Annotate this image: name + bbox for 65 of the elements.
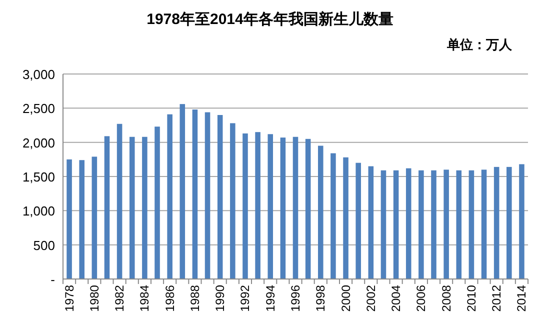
bar (204, 112, 210, 279)
x-tick-label: 1994 (263, 284, 278, 312)
bar (330, 153, 336, 279)
bar (468, 170, 474, 279)
x-tick-label: 1990 (213, 284, 228, 312)
bar (242, 133, 248, 279)
bar (192, 110, 198, 279)
bar (116, 124, 122, 279)
bar (431, 170, 436, 279)
x-tick-label: 1984 (138, 284, 152, 312)
bar (368, 166, 374, 279)
bar (292, 136, 298, 279)
bar (519, 164, 524, 279)
bar (444, 170, 449, 279)
y-tick-label: 1,500 (22, 170, 55, 184)
x-tick-label: 1992 (238, 284, 252, 312)
bar (481, 170, 487, 279)
bar (230, 123, 236, 279)
bar (217, 115, 223, 279)
bar (280, 138, 286, 279)
bar (343, 157, 348, 279)
bar (180, 104, 186, 279)
bar (154, 126, 160, 279)
bar (356, 162, 361, 279)
bar (255, 132, 260, 279)
chart-title: 1978年至2014年各年我国新生儿数量 (146, 10, 394, 28)
bar (104, 136, 110, 279)
bar (305, 138, 311, 279)
y-tick-label: 2,500 (22, 101, 55, 116)
y-tick-label: 3,000 (22, 67, 55, 82)
x-tick-label: 1988 (188, 284, 202, 312)
x-tick-label: 2000 (338, 284, 353, 312)
bar (406, 168, 412, 279)
x-tick-label: 1998 (314, 284, 328, 312)
y-tick-label: 500 (33, 238, 55, 253)
x-tick-label: 1996 (288, 284, 302, 312)
bar (66, 159, 72, 279)
x-tick-label: 1986 (162, 284, 177, 312)
y-tick-label: 1,000 (22, 204, 55, 219)
bar (380, 170, 386, 279)
bar (318, 146, 324, 279)
x-tick-label: 1980 (87, 284, 102, 312)
bar (418, 170, 424, 279)
bar (92, 156, 98, 279)
bar (506, 166, 512, 279)
x-tick-label: 2002 (364, 284, 378, 312)
x-tick-label: 1982 (112, 284, 127, 312)
bar (79, 160, 84, 279)
x-tick-label: 2004 (389, 284, 404, 312)
bar (167, 114, 172, 279)
x-tick-label: 2010 (464, 284, 478, 312)
x-tick-label: 2006 (414, 284, 428, 312)
y-tick-label: 2,000 (22, 135, 55, 150)
y-tick-label: - (50, 272, 55, 287)
bar (142, 136, 148, 279)
bar (129, 136, 135, 279)
bar (393, 170, 399, 279)
x-tick-label: 2012 (490, 284, 504, 312)
bar (456, 170, 462, 279)
x-tick-label: 2008 (439, 284, 454, 312)
x-tick-label: 1978 (62, 284, 76, 312)
x-tick-label: 2014 (514, 284, 529, 312)
bar (268, 134, 274, 279)
text: 单位：万人 (446, 37, 513, 52)
bar (494, 166, 500, 279)
